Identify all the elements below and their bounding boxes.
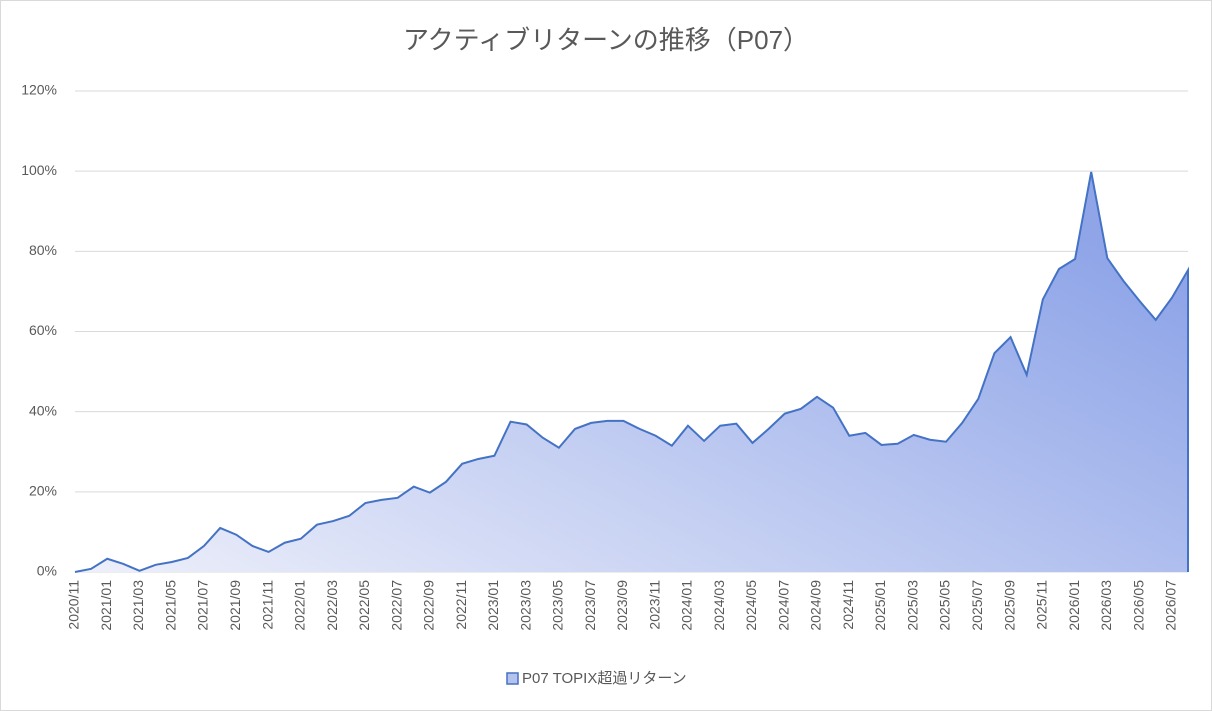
x-tick-label: 2024/05 bbox=[743, 580, 759, 631]
x-tick-label: 2026/07 bbox=[1163, 580, 1179, 631]
y-tick-label: 20% bbox=[29, 483, 57, 499]
x-tick-label: 2025/09 bbox=[1001, 580, 1017, 631]
x-tick-label: 2025/01 bbox=[872, 580, 888, 631]
legend-label: P07 TOPIX超過リターン bbox=[522, 670, 687, 687]
x-tick-label: 2021/01 bbox=[98, 580, 114, 631]
x-tick-label: 2025/11 bbox=[1034, 580, 1050, 630]
x-tick-label: 2026/05 bbox=[1130, 580, 1146, 631]
x-tick-label: 2021/11 bbox=[259, 580, 275, 630]
x-tick-label: 2023/05 bbox=[550, 580, 566, 631]
x-tick-label: 2021/09 bbox=[227, 580, 243, 631]
x-tick-label: 2023/01 bbox=[485, 580, 501, 631]
area bbox=[75, 171, 1188, 573]
y-tick-label: 120% bbox=[21, 82, 57, 98]
x-tick-label: 2022/07 bbox=[388, 580, 404, 631]
x-tick-label: 2023/03 bbox=[517, 580, 533, 631]
x-tick-label: 2026/03 bbox=[1098, 580, 1114, 631]
x-tick-label: 2024/03 bbox=[711, 580, 727, 631]
x-tick-label: 2024/01 bbox=[679, 580, 695, 631]
x-tick-label: 2023/07 bbox=[582, 580, 598, 631]
x-tick-label: 2023/09 bbox=[614, 580, 630, 631]
x-tick-label: 2024/09 bbox=[808, 580, 824, 631]
y-tick-label: 40% bbox=[29, 402, 57, 418]
x-tick-label: 2025/07 bbox=[969, 580, 985, 631]
y-tick-label: 80% bbox=[29, 242, 57, 258]
chart-title: アクティブリターンの推移（P07） bbox=[403, 25, 809, 55]
x-tick-label: 2025/05 bbox=[937, 580, 953, 631]
y-tick-label: 100% bbox=[21, 162, 57, 178]
x-tick-label: 2024/07 bbox=[775, 580, 791, 631]
x-tick-label: 2022/09 bbox=[421, 580, 437, 631]
area-line bbox=[74, 171, 1189, 573]
x-tick-label: 2022/11 bbox=[453, 580, 469, 630]
legend-swatch bbox=[506, 672, 519, 685]
x-tick-label: 2021/03 bbox=[130, 580, 146, 631]
y-tick-label: 0% bbox=[37, 563, 57, 579]
x-tick-label: 2023/11 bbox=[646, 580, 662, 630]
x-tick-label: 2022/01 bbox=[292, 580, 308, 631]
y-tick-label: 60% bbox=[29, 322, 57, 338]
x-tick-label: 2022/05 bbox=[356, 580, 372, 631]
x-tick-label: 2021/05 bbox=[162, 580, 178, 631]
x-tick-label: 2020/11 bbox=[66, 580, 82, 630]
x-tick-label: 2026/01 bbox=[1066, 580, 1082, 631]
x-tick-label: 2025/03 bbox=[904, 580, 920, 631]
x-tick-label: 2024/11 bbox=[840, 580, 856, 630]
x-tick-label: 2021/07 bbox=[195, 580, 211, 631]
x-tick-label: 2022/03 bbox=[324, 580, 340, 631]
